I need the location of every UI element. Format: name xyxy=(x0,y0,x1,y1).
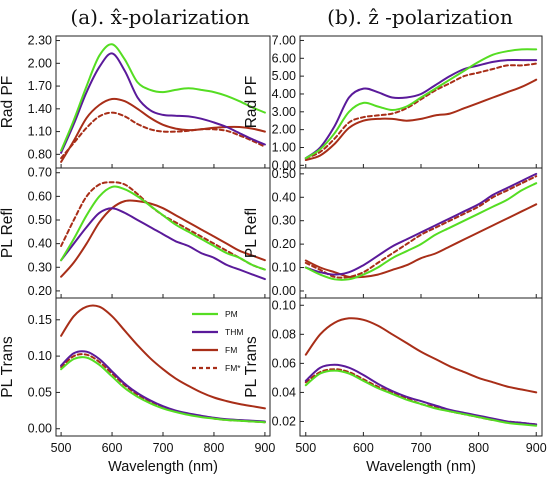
x-axis-label: Wavelength (nm) xyxy=(366,459,476,475)
panel-frame xyxy=(55,35,271,169)
y-tick-label: 0.40 xyxy=(28,237,52,251)
y-tick-label: 0.20 xyxy=(28,284,52,298)
x-tick-label: 500 xyxy=(51,441,72,455)
series-line-thm xyxy=(60,52,266,154)
y-tick-label: 0.70 xyxy=(28,166,52,180)
y-tick-label: 0.04 xyxy=(272,385,296,399)
series-line-pm xyxy=(60,43,266,152)
right-title: (b). ẑ -polarization xyxy=(327,5,513,29)
y-tick-label: 2.30 xyxy=(28,34,52,48)
panel-0: 0.80 1.10 1.40 1.70 2.00 2.30 Rad PF xyxy=(0,34,271,169)
panel-frame xyxy=(55,167,271,299)
y-tick-label: 0.00 xyxy=(272,284,296,298)
series-line-fm xyxy=(60,199,266,278)
panel-frame xyxy=(299,297,543,437)
series-line-thm xyxy=(60,350,266,423)
series-line-pm xyxy=(60,356,266,424)
x-axis-label: Wavelength (nm) xyxy=(108,459,218,475)
y-axis-label: PL Refl xyxy=(243,208,260,258)
series-line-pm xyxy=(304,48,538,160)
y-tick-label: 7.00 xyxy=(272,33,296,47)
series-line-fmstar xyxy=(304,368,538,426)
series-line-fmstar xyxy=(60,111,266,160)
series-line-pm xyxy=(304,182,538,281)
x-tick-label: 900 xyxy=(526,441,547,455)
y-tick-label: 0.20 xyxy=(272,237,296,251)
x-tick-label: 900 xyxy=(254,441,275,455)
y-tick-label: 4.00 xyxy=(272,87,296,101)
panel-2: 0.00 0.05 0.10 0.15 500 600 700 800 900 PL Trans W… xyxy=(0,297,275,475)
y-tick-label: 0.06 xyxy=(272,356,296,370)
legend-label: PM xyxy=(225,309,238,319)
legend: PM THM FM FM* xyxy=(192,309,243,373)
series-line-fm xyxy=(304,317,538,394)
series-line-fm xyxy=(60,304,266,410)
y-tick-label: 0.15 xyxy=(28,313,52,327)
y-tick-label: 0.50 xyxy=(28,213,52,227)
x-tick-label: 600 xyxy=(102,441,123,455)
series-line-thm xyxy=(60,207,266,281)
y-tick-label: 1.70 xyxy=(28,79,52,93)
y-tick-label: 0.10 xyxy=(272,298,296,312)
y-tick-label: 2.00 xyxy=(28,56,52,70)
panel-5: 0.02 0.04 0.06 0.08 0.10 500 600 700 800 900 PL Tr… xyxy=(243,297,547,475)
y-tick-label: 0.80 xyxy=(28,147,52,161)
y-tick-label: 2.00 xyxy=(272,123,296,137)
y-axis-label: Rad PF xyxy=(243,76,260,129)
y-tick-label: 1.40 xyxy=(28,102,52,116)
y-tick-label: 0.10 xyxy=(28,349,52,363)
y-tick-label: 3.00 xyxy=(272,105,296,119)
y-tick-label: 0.08 xyxy=(272,327,296,341)
y-tick-label: 0.40 xyxy=(272,190,296,204)
series-line-fm xyxy=(304,78,538,161)
panel-4: 0.00 0.10 0.20 0.30 0.40 0.50 PL Refl xyxy=(243,167,543,299)
series-line-fmstar xyxy=(304,175,538,279)
legend-label: FM* xyxy=(225,363,241,373)
y-tick-label: 0.00 xyxy=(272,158,296,172)
y-axis-label: PL Trans xyxy=(243,336,260,398)
y-tick-label: 0.60 xyxy=(28,189,52,203)
y-axis-label: Rad PF xyxy=(0,76,16,129)
series-line-thm xyxy=(304,58,538,160)
legend-label: FM xyxy=(225,345,237,355)
y-tick-label: 1.10 xyxy=(28,125,52,139)
y-tick-label: 0.02 xyxy=(272,414,296,428)
y-tick-label: 1.00 xyxy=(272,140,296,154)
series-line-fmstar xyxy=(304,62,538,160)
panel-3: 0.00 1.00 2.00 3.00 4.00 5.00 6.00 7.00 Rad PF xyxy=(243,33,543,172)
left-title: (a). x̂-polarization xyxy=(70,5,249,29)
y-axis-label: PL Refl xyxy=(0,208,16,258)
legend-label: THM xyxy=(225,327,243,337)
x-tick-label: 800 xyxy=(468,441,489,455)
y-axis-label: PL Trans xyxy=(0,336,16,398)
x-tick-label: 500 xyxy=(295,441,316,455)
series-line-thm xyxy=(304,363,538,426)
panel-frame xyxy=(299,35,543,169)
series-line-pm xyxy=(60,185,266,271)
x-tick-label: 800 xyxy=(204,441,225,455)
x-tick-label: 700 xyxy=(153,441,174,455)
y-tick-label: 6.00 xyxy=(272,51,296,65)
y-tick-label: 0.30 xyxy=(272,214,296,228)
y-tick-label: 0.05 xyxy=(28,385,52,399)
y-tick-label: 0.00 xyxy=(28,422,52,436)
series-line-thm xyxy=(304,172,538,276)
y-tick-label: 0.10 xyxy=(272,261,296,275)
x-tick-label: 600 xyxy=(353,441,374,455)
series-line-fm xyxy=(60,97,266,163)
y-tick-label: 5.00 xyxy=(272,69,296,83)
y-tick-label: 0.30 xyxy=(28,260,52,274)
x-tick-label: 700 xyxy=(411,441,432,455)
series-line-pm xyxy=(304,369,538,427)
series-line-fm xyxy=(304,203,538,279)
y-tick-label: 0.50 xyxy=(272,167,296,181)
panel-1: 0.20 0.30 0.40 0.50 0.60 0.70 PL Refl xyxy=(0,166,271,299)
